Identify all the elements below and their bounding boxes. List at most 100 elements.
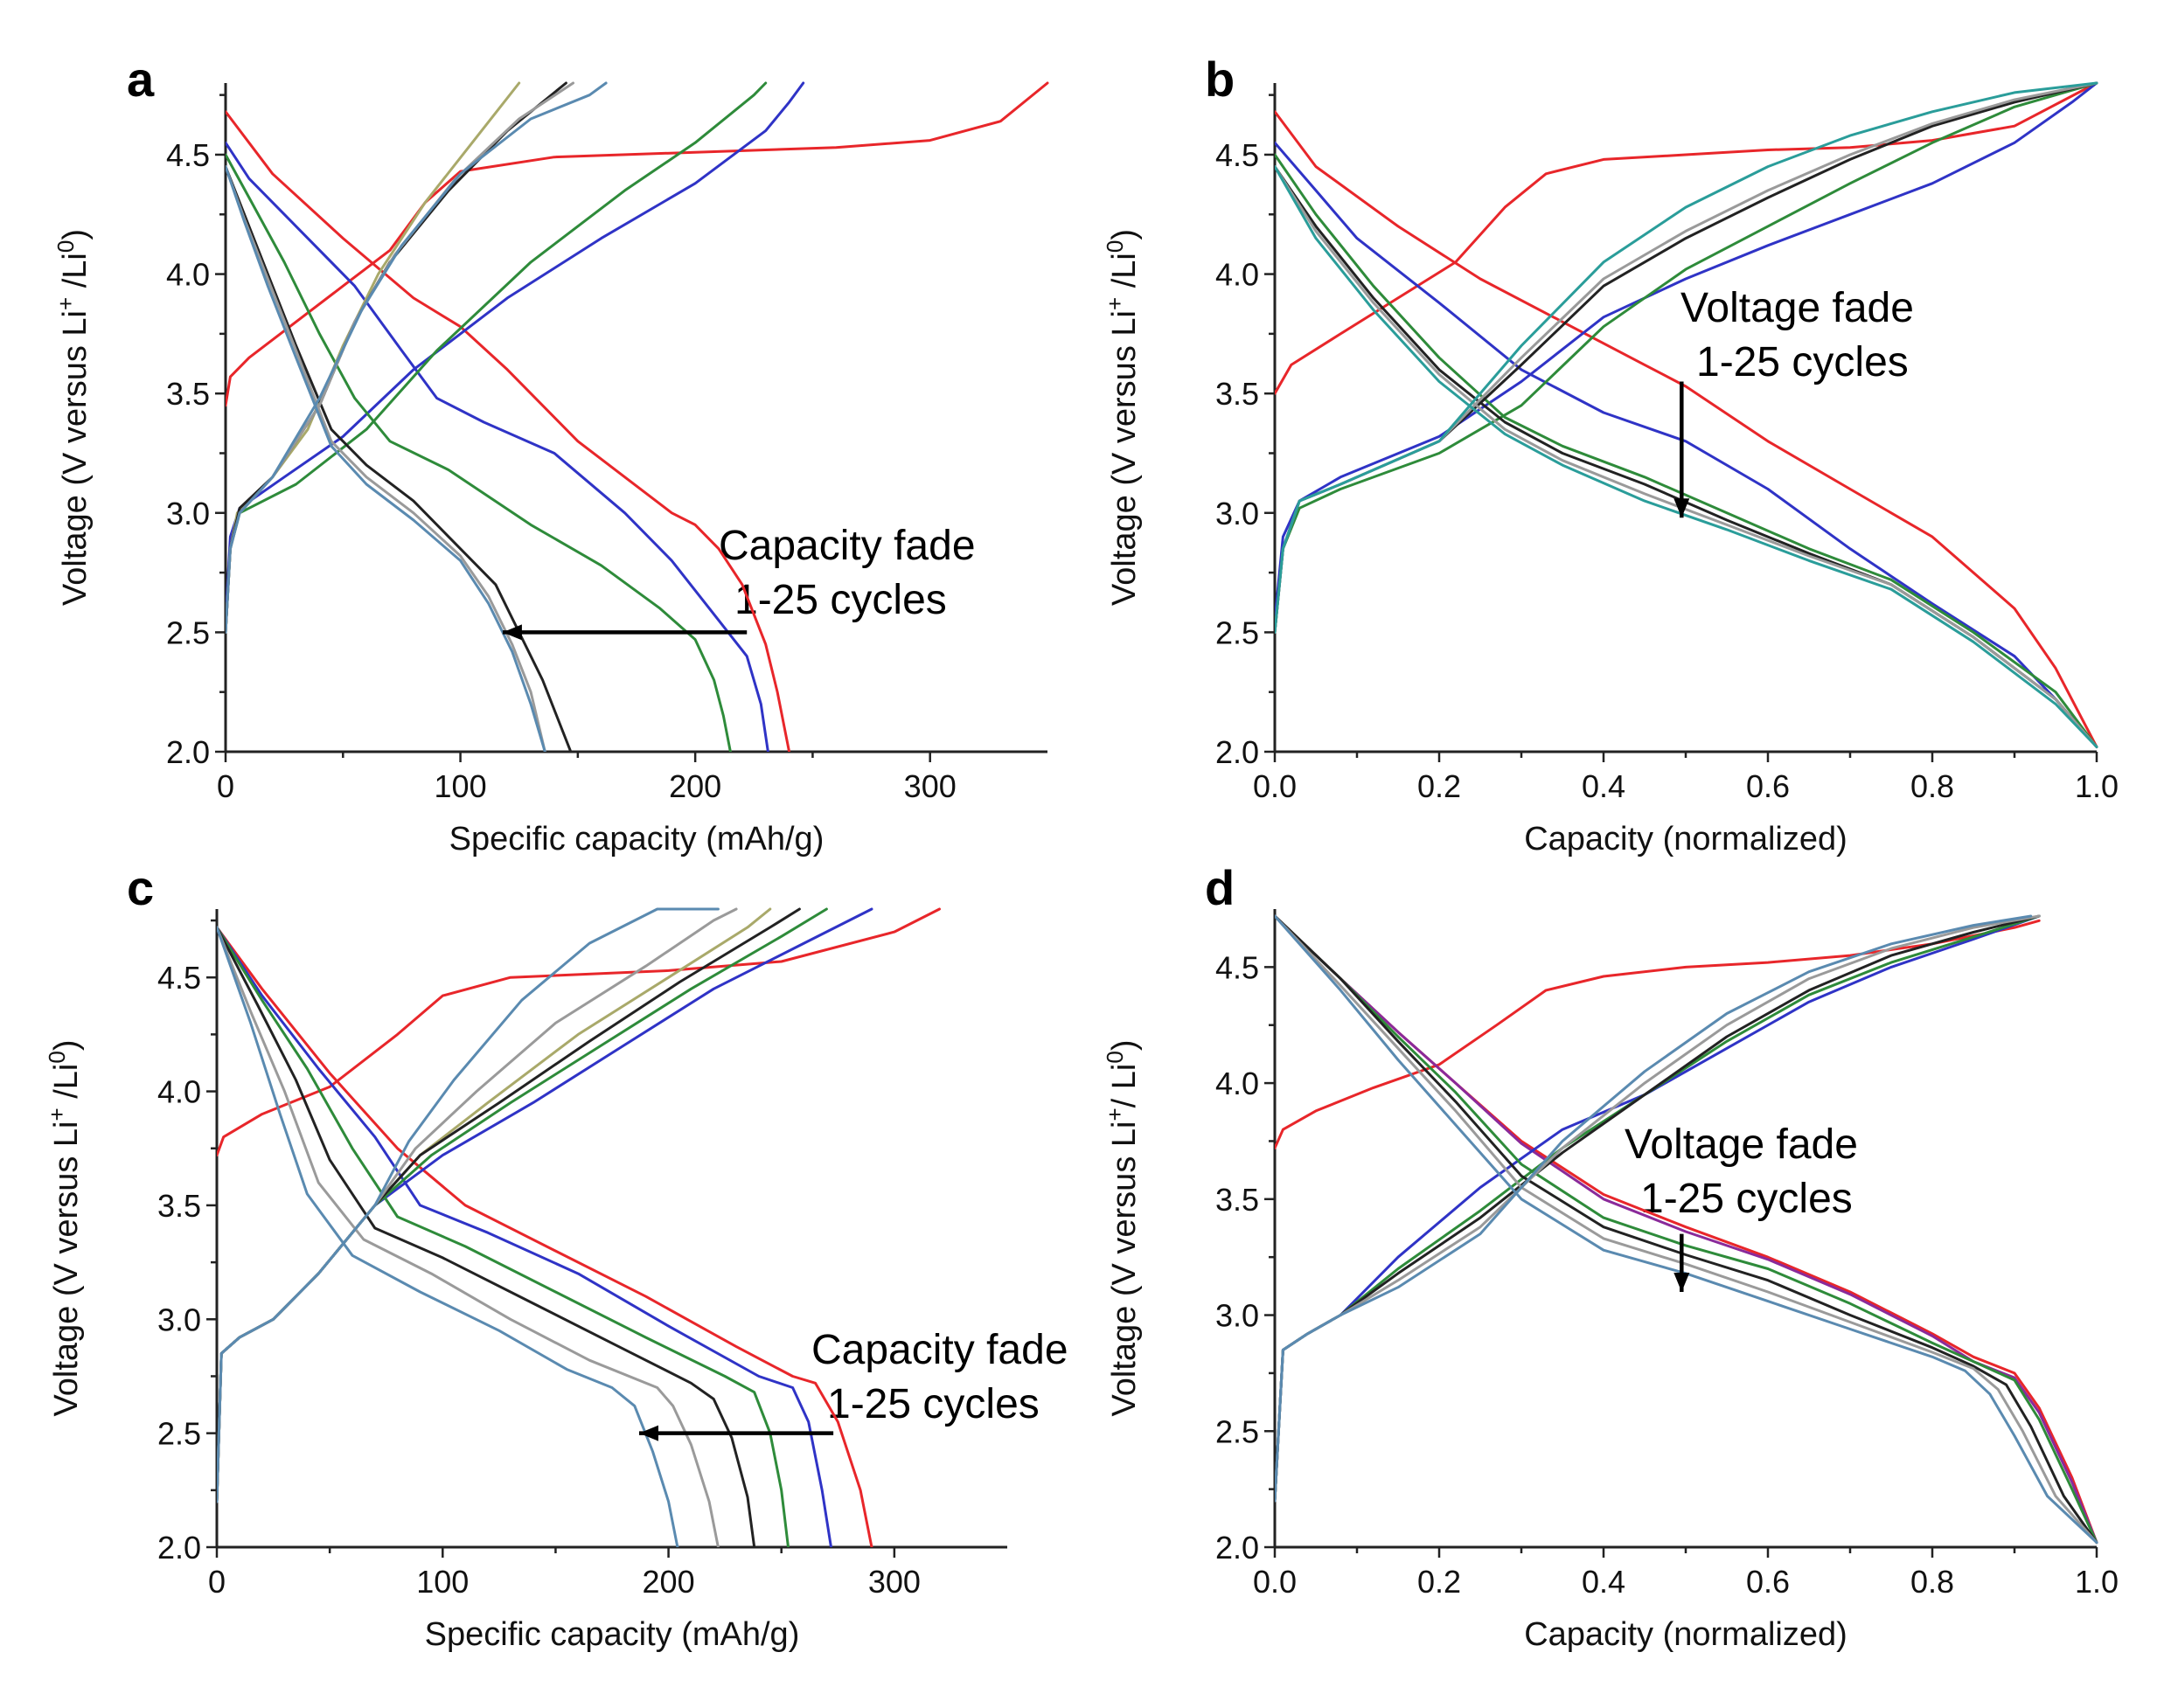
x-tick-label-d: 0.4 xyxy=(1582,1564,1625,1600)
series-a-charge-cycle-1 xyxy=(226,81,1049,407)
series-d-discharge-cycle-25 xyxy=(1275,914,2098,1545)
series-a-discharge-cycle-20 xyxy=(226,165,573,752)
panel-d: d Capacity (normalized) Voltage (V versu… xyxy=(1102,860,2119,1653)
series-d-discharge-cycle-20 xyxy=(1275,914,2098,1545)
y-tick-label-c: 3.5 xyxy=(157,1188,201,1224)
annotation-arrow-head-d xyxy=(1673,1273,1690,1292)
series-c-discharge-cycle-20 xyxy=(217,926,756,1547)
series-a-charge-cycle-22 xyxy=(226,81,574,634)
series-d-discharge-cycle-15 xyxy=(1275,914,2098,1545)
series-c-charge-cycle-10 xyxy=(217,907,828,1503)
x-axis-title-a: Specific capacity (mAh/g) xyxy=(449,821,825,857)
x-tick-label-d: 0.6 xyxy=(1746,1564,1790,1600)
y-axis-title-a: Voltage (V versus Li+ /Li0) xyxy=(52,229,94,606)
x-tick-label-a: 100 xyxy=(435,768,487,804)
annotation-arrow-head-a xyxy=(502,624,522,641)
annotation-line2-a: 1-25 cycles xyxy=(734,577,947,623)
x-tick-label-b: 0.2 xyxy=(1417,768,1461,804)
series-b-charge-cycle-25 xyxy=(1275,81,2098,634)
y-tick-label-d: 4.0 xyxy=(1215,1066,1259,1101)
annotation-arrow-head-b xyxy=(1673,498,1690,518)
annotation-line1-d: Voltage fade xyxy=(1625,1121,1858,1168)
y-axis-title-c: Voltage (V versus Li+ /Li0) xyxy=(44,1040,85,1417)
y-tick-label-a: 3.0 xyxy=(166,496,210,531)
annotation-line2-c: 1-25 cycles xyxy=(827,1381,1040,1427)
x-axis-title-c: Specific capacity (mAh/g) xyxy=(425,1616,800,1653)
series-c-charge-cycle-1 xyxy=(217,907,941,1157)
series-d-discharge-cycle-22 xyxy=(1275,914,2098,1545)
series-d-charge-cycle-1 xyxy=(1275,919,2041,1149)
series-c-charge-cycle-20 xyxy=(217,907,801,1503)
x-tick-label-b: 0.8 xyxy=(1910,768,1954,804)
series-b-charge-cycle-20 xyxy=(1275,81,2098,634)
x-tick-label-d: 0.8 xyxy=(1910,1564,1954,1600)
series-b-discharge-cycle-5 xyxy=(1275,141,2098,748)
x-axis-title-d: Capacity (normalized) xyxy=(1524,1616,1847,1653)
x-tick-label-c: 300 xyxy=(868,1564,921,1600)
x-tick-label-c: 0 xyxy=(208,1564,226,1600)
series-b-discharge-cycle-25 xyxy=(1275,165,2098,748)
y-tick-label-a: 2.0 xyxy=(166,734,210,770)
series-c-discharge-cycle-5 xyxy=(217,926,832,1547)
y-axis-title-d: Voltage (V versus Li+/ Li0) xyxy=(1102,1040,1143,1417)
y-tick-label-b: 4.0 xyxy=(1215,257,1259,293)
y-tick-label-d: 4.5 xyxy=(1215,949,1259,985)
series-c-discharge-cycle-22 xyxy=(217,926,720,1547)
series-b-charge-cycle-10 xyxy=(1275,81,2098,634)
x-tick-label-a: 0 xyxy=(217,768,234,804)
series-c-charge-cycle-15 xyxy=(217,907,772,1503)
panel-c: c Specific capacity (mAh/g) Voltage (V v… xyxy=(44,860,1068,1653)
series-c-charge-cycle-25 xyxy=(217,907,720,1503)
series-b-discharge-cycle-20 xyxy=(1275,165,2098,748)
x-tick-label-d: 0.2 xyxy=(1417,1564,1461,1600)
series-a-discharge-cycle-10 xyxy=(226,153,732,752)
x-tick-label-d: 0.0 xyxy=(1253,1564,1297,1600)
y-tick-label-a: 3.5 xyxy=(166,376,210,412)
series-c-discharge-cycle-10 xyxy=(217,926,790,1547)
y-tick-label-a: 2.5 xyxy=(166,614,210,650)
series-a-charge-cycle-20 xyxy=(226,81,567,634)
panel-label-b: b xyxy=(1205,52,1235,107)
y-tick-label-d: 2.5 xyxy=(1215,1413,1259,1449)
y-tick-label-b: 2.5 xyxy=(1215,614,1259,650)
x-tick-label-b: 0.4 xyxy=(1582,768,1625,804)
series-a-charge-cycle-25 xyxy=(226,81,608,634)
x-tick-label-a: 200 xyxy=(669,768,721,804)
y-tick-label-d: 2.0 xyxy=(1215,1530,1259,1566)
series-b-discharge-cycle-22 xyxy=(1275,165,2098,748)
annotation-line1-b: Voltage fade xyxy=(1680,285,1914,331)
x-tick-label-b: 0.0 xyxy=(1253,768,1297,804)
y-tick-label-b: 2.0 xyxy=(1215,734,1259,770)
series-c-discharge-cycle-25 xyxy=(217,926,679,1547)
x-tick-label-c: 100 xyxy=(416,1564,469,1600)
series-d-discharge-cycle-5 xyxy=(1275,914,2098,1545)
annotation-line2-d: 1-25 cycles xyxy=(1640,1176,1853,1222)
panel-label-c: c xyxy=(127,860,154,915)
y-tick-label-c: 4.5 xyxy=(157,960,201,996)
x-tick-label-d: 1.0 xyxy=(2075,1564,2119,1600)
panel-label-a: a xyxy=(127,52,155,107)
panel-a: a Specific capacity (mAh/g) Voltage (V v… xyxy=(52,52,1049,857)
x-tick-label-a: 300 xyxy=(904,768,957,804)
x-axis-title-b: Capacity (normalized) xyxy=(1524,821,1847,857)
series-b-charge-cycle-22 xyxy=(1275,81,2098,634)
series-a-discharge-cycle-25 xyxy=(226,165,546,752)
y-tick-label-c: 3.0 xyxy=(157,1302,201,1337)
x-tick-label-b: 1.0 xyxy=(2075,768,2119,804)
y-tick-label-c: 2.0 xyxy=(157,1530,201,1566)
annotation-arrow-head-c xyxy=(638,1425,658,1441)
series-d-discharge-cycle-1 xyxy=(1275,914,2098,1545)
series-a-discharge-cycle-1 xyxy=(226,110,791,752)
y-tick-label-a: 4.5 xyxy=(166,137,210,173)
series-c-charge-cycle-22 xyxy=(217,907,738,1503)
y-tick-label-b: 3.0 xyxy=(1215,496,1259,531)
series-a-discharge-cycle-5 xyxy=(226,141,769,752)
y-tick-label-c: 2.5 xyxy=(157,1416,201,1452)
y-tick-label-b: 4.5 xyxy=(1215,137,1259,173)
annotation-line1-c: Capacity fade xyxy=(811,1327,1068,1373)
y-tick-label-d: 3.0 xyxy=(1215,1298,1259,1334)
series-b-discharge-cycle-1 xyxy=(1275,110,2098,748)
x-tick-label-b: 0.6 xyxy=(1746,768,1790,804)
annotation-line2-b: 1-25 cycles xyxy=(1696,339,1909,385)
